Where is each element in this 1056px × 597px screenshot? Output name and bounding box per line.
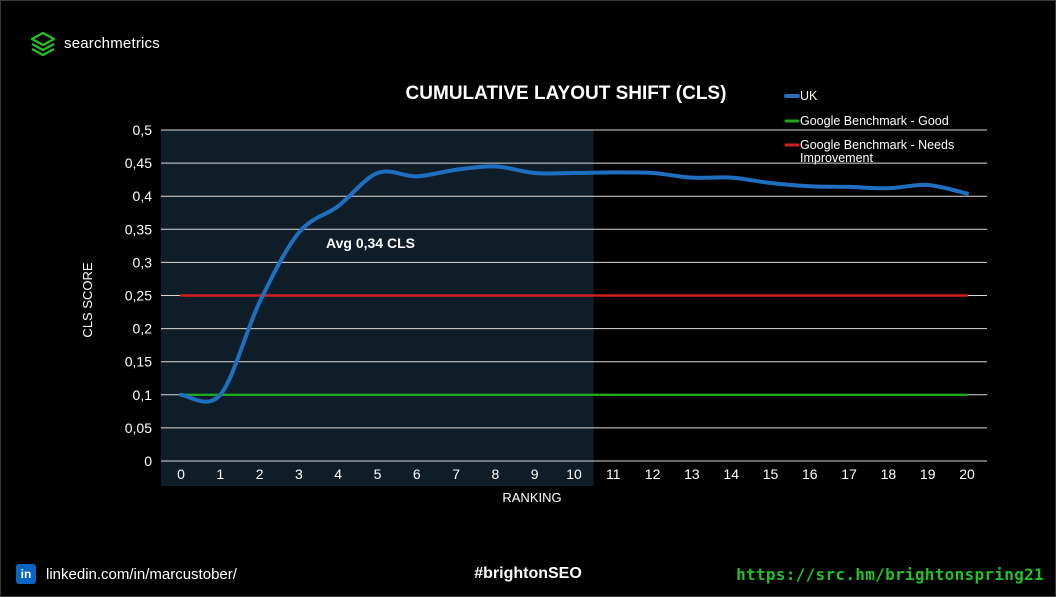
x-tick-label: 18 [881,466,897,482]
y-tick-label: 0,5 [133,122,153,138]
linkedin-url[interactable]: linkedin.com/in/marcustober/ [46,565,237,583]
x-tick-label: 12 [645,466,661,482]
x-tick-label: 16 [802,466,818,482]
y-axis-label: CLS SCORE [80,262,95,337]
y-tick-label: 0,1 [133,387,153,403]
x-tick-label: 7 [452,466,460,482]
highlight-region [161,130,594,486]
x-axis-label: RANKING [502,490,561,505]
legend-label: UK [800,89,818,103]
x-tick-label: 9 [531,466,539,482]
y-tick-label: 0,35 [125,221,152,237]
y-tick-label: 0,05 [125,420,152,436]
linkedin-icon: in [16,564,36,584]
searchmetrics-logo-icon [30,31,56,56]
legend-label: Google Benchmark - Needs Improvement [800,138,954,165]
x-tick-label: 4 [334,466,342,482]
x-tick-label: 20 [959,466,975,482]
x-tick-label: 5 [374,466,382,482]
x-tick-label: 0 [177,466,185,482]
y-tick-label: 0,2 [133,321,153,337]
linkedin-link[interactable]: in linkedin.com/in/marcustober/ [16,564,237,584]
x-tick-label: 14 [723,466,739,482]
x-tick-label: 10 [566,466,582,482]
x-tick-label: 15 [763,466,779,482]
chart-title: CUMULATIVE LAYOUT SHIFT (CLS) [406,83,727,104]
x-tick-label: 6 [413,466,421,482]
y-tick-label: 0,15 [125,354,152,370]
brand-name: searchmetrics [64,34,160,52]
x-tick-label: 2 [256,466,264,482]
brand-logo: searchmetrics [30,30,160,56]
x-tick-label: 8 [492,466,500,482]
x-tick-label: 17 [841,466,857,482]
x-tick-label: 19 [920,466,936,482]
y-tick-label: 0 [144,453,152,469]
series-line-0 [179,164,969,404]
hashtag: #brightonSEO [474,565,582,582]
y-tick-label: 0,4 [133,188,153,204]
y-tick-label: 0,45 [125,155,152,171]
y-tick-label: 0,3 [133,254,153,270]
x-tick-label: 1 [216,466,224,482]
avg-annotation: Avg 0,34 CLS [326,235,415,251]
legend-label: Google Benchmark - Good [800,114,949,128]
x-tick-label: 11 [606,466,621,482]
short-url[interactable]: https://src.hm/brightonspring21 [736,565,1044,584]
x-tick-label: 13 [684,466,700,482]
x-tick-label: 3 [295,466,303,482]
chart-legend: UK Google Benchmark - Good Google Benchmar… [784,89,954,165]
y-tick-label: 0,25 [125,288,152,304]
